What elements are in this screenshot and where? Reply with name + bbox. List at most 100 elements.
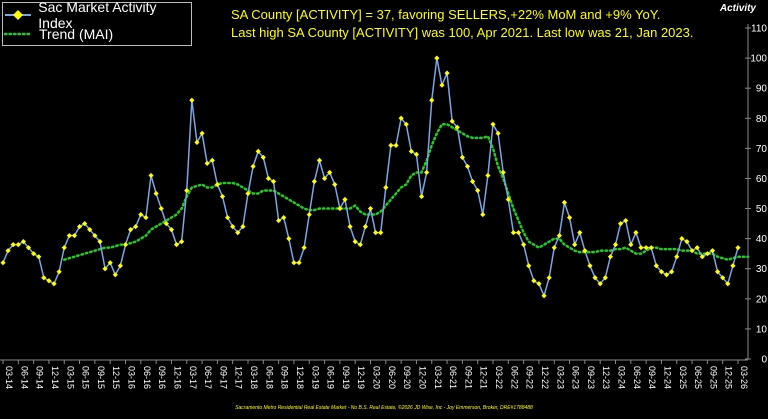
- activity-point: [689, 248, 695, 254]
- activity-point: [31, 251, 37, 257]
- activity-point: [373, 230, 379, 236]
- activity-point: [240, 224, 246, 230]
- activity-point: [184, 187, 190, 194]
- activity-point: [117, 263, 123, 269]
- activity-point: [128, 227, 134, 233]
- activity-point: [720, 275, 726, 281]
- activity-point: [255, 148, 261, 154]
- x-tick-label: 12-18: [295, 366, 305, 389]
- x-tick-label: 12-19: [356, 366, 366, 389]
- activity-point: [454, 124, 460, 130]
- x-tick-label: 03-21: [433, 366, 443, 389]
- x-tick-label: 06-14: [19, 366, 29, 389]
- activity-point: [0, 260, 6, 266]
- x-tick-label: 06-19: [326, 366, 336, 389]
- x-tick-label: 09-15: [96, 366, 106, 389]
- activity-point: [561, 199, 568, 206]
- x-tick-label: 12-21: [479, 366, 489, 389]
- activity-point: [148, 172, 154, 179]
- activity-point: [25, 245, 32, 251]
- y-tick-label: 90: [756, 84, 768, 95]
- activity-point: [383, 184, 389, 191]
- activity-point: [122, 242, 129, 248]
- activity-series: [0, 55, 741, 299]
- activity-point: [87, 227, 93, 233]
- activity-point: [214, 181, 220, 188]
- activity-point: [587, 263, 593, 269]
- x-axis: 03-14 06-14 09-14 12-14 03-15 06-15 09-15 12-15…: [0, 359, 749, 389]
- activity-point: [638, 245, 644, 251]
- trend-series: [63, 123, 750, 262]
- x-tick-label: 09-16: [157, 366, 167, 389]
- y-tick-label: 10: [756, 324, 768, 335]
- x-tick-label: 12-23: [601, 366, 611, 389]
- activity-point: [250, 163, 256, 170]
- activity-point: [485, 172, 491, 179]
- x-tick-label: 06-24: [632, 366, 642, 389]
- activity-point: [112, 272, 118, 278]
- x-tick-label: 06-16: [142, 366, 152, 389]
- activity-point: [582, 248, 588, 254]
- activity-point: [15, 242, 21, 248]
- activity-point: [367, 205, 374, 212]
- activity-point: [281, 214, 287, 221]
- activity-point: [76, 224, 83, 230]
- x-tick-label: 06-21: [448, 366, 458, 389]
- x-tick-label: 09-25: [708, 366, 718, 389]
- activity-point: [408, 148, 414, 154]
- activity-point: [424, 169, 430, 176]
- x-tick-label: 06-23: [571, 366, 581, 389]
- activity-point: [694, 245, 700, 251]
- activity-point: [735, 245, 741, 251]
- activity-point: [510, 230, 517, 236]
- y-axis: 0 10 20 30 40 50 60 70 80 90 100 110: [745, 24, 767, 366]
- activity-point: [515, 230, 522, 236]
- activity-point: [321, 175, 328, 182]
- activity-point: [41, 275, 47, 281]
- footer-credit: Sacramento Metro Residential Real Estate…: [235, 405, 533, 411]
- activity-point: [138, 211, 144, 218]
- activity-point: [301, 245, 307, 251]
- activity-point: [286, 236, 292, 242]
- activity-point: [393, 142, 399, 148]
- activity-point: [577, 230, 583, 236]
- y-tick-label: 50: [756, 204, 768, 215]
- activity-point: [444, 70, 450, 76]
- activity-point: [505, 196, 511, 203]
- x-tick-label: 12-22: [540, 366, 550, 389]
- x-tick-label: 06-18: [264, 366, 274, 389]
- activity-point: [709, 248, 716, 254]
- activity-point: [306, 211, 312, 218]
- activity-point: [648, 245, 654, 251]
- x-tick-label: 03-18: [249, 366, 259, 389]
- activity-point: [643, 245, 649, 251]
- activity-point: [158, 205, 164, 212]
- activity-point: [209, 157, 215, 163]
- activity-point: [61, 245, 67, 251]
- activity-point: [179, 239, 185, 245]
- activity-point: [107, 260, 113, 266]
- activity-point: [480, 211, 486, 218]
- activity-point: [316, 157, 323, 163]
- activity-point: [500, 169, 506, 176]
- activity-point: [490, 121, 496, 127]
- x-tick-label: 09-22: [525, 366, 535, 389]
- activity-point: [602, 275, 608, 281]
- activity-point: [204, 160, 210, 167]
- activity-point: [66, 233, 72, 239]
- activity-point: [434, 55, 440, 61]
- activity-point: [102, 266, 108, 272]
- activity-point: [612, 242, 619, 248]
- activity-point: [623, 217, 629, 224]
- activity-point: [403, 121, 409, 127]
- y-tick-label: 20: [756, 294, 768, 305]
- activity-point: [296, 260, 302, 266]
- legend-item-trend: Trend (MAI): [3, 25, 113, 43]
- activity-point: [219, 193, 226, 200]
- activity-point: [556, 233, 562, 239]
- activity-point: [36, 254, 42, 260]
- activity-point: [230, 224, 236, 230]
- x-tick-label: 03-14: [4, 366, 14, 389]
- activity-point: [327, 169, 333, 176]
- activity-point: [357, 242, 363, 248]
